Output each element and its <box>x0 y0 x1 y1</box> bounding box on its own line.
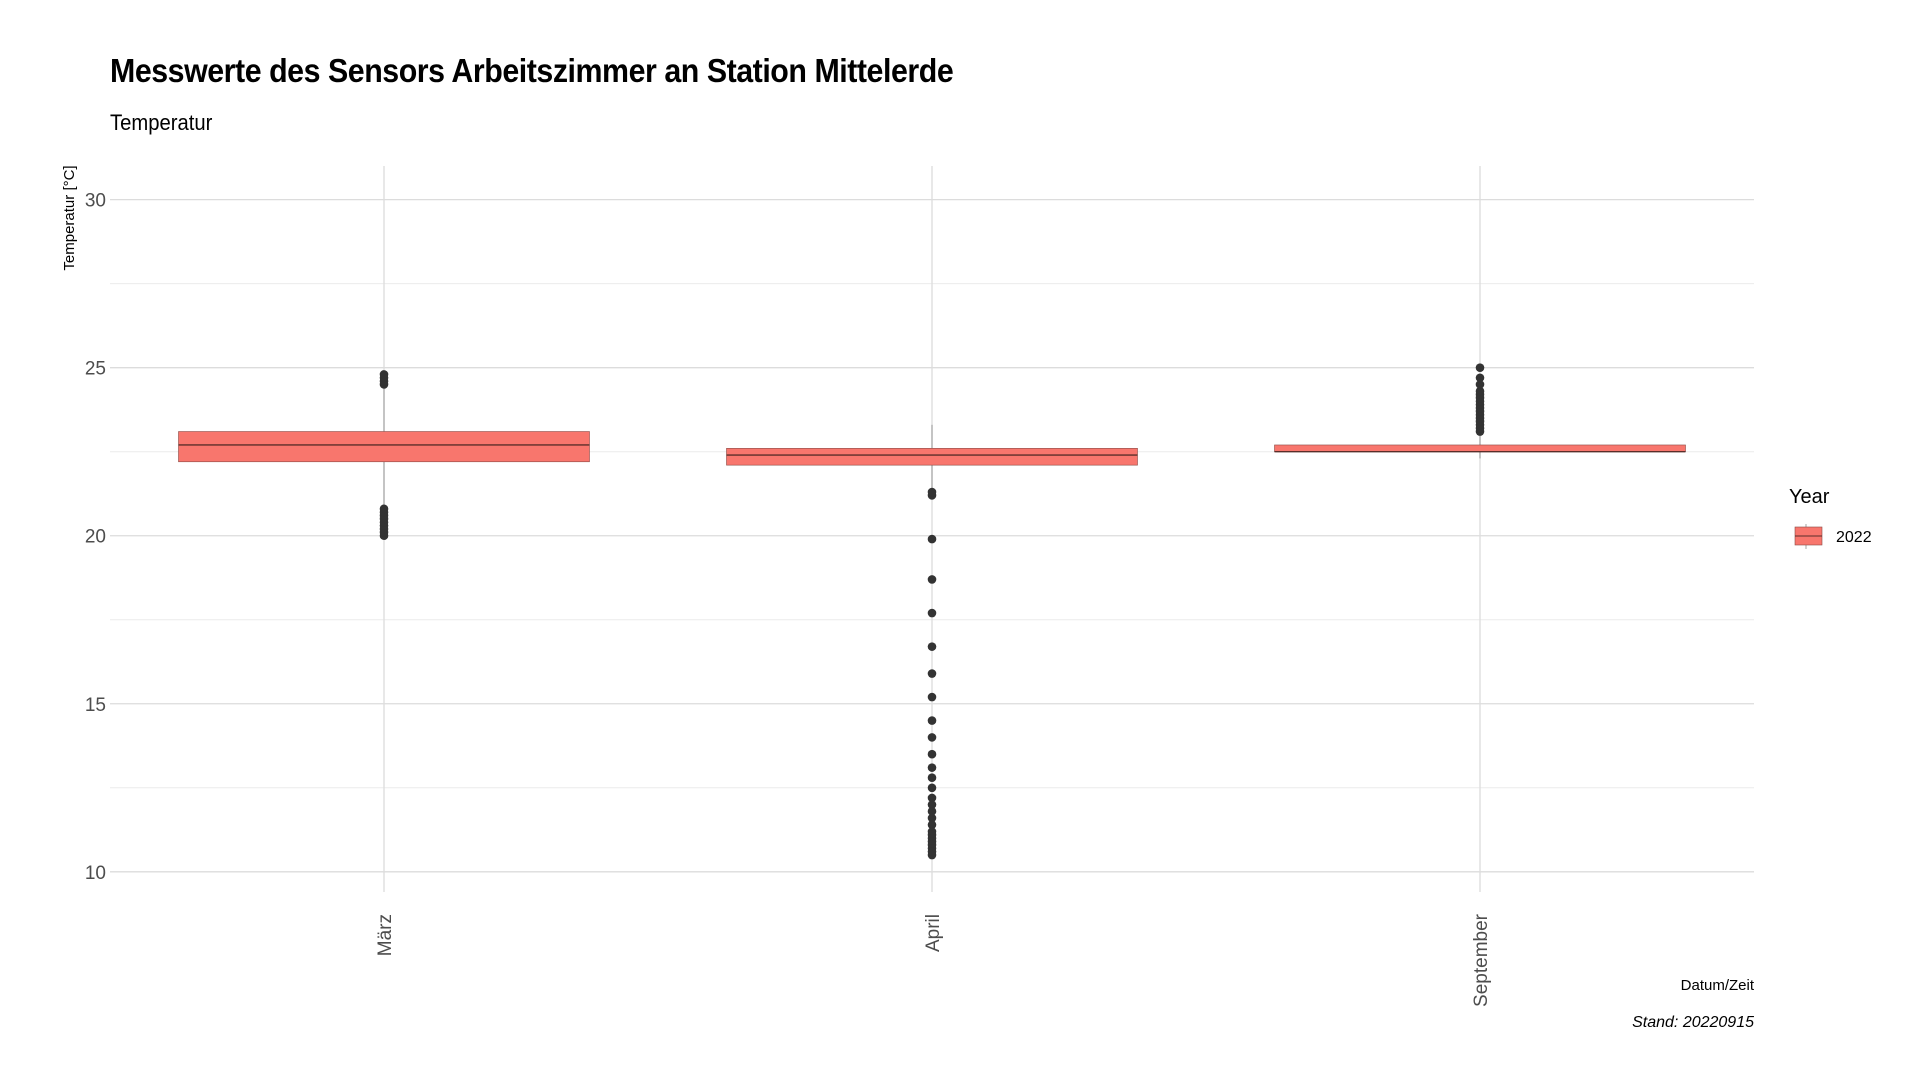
legend-label: 2022 <box>1836 529 1872 546</box>
outlier-point <box>1475 373 1485 383</box>
outlier-point <box>927 487 937 497</box>
legend-title: Year <box>1789 486 1830 508</box>
outlier-point <box>927 534 937 544</box>
x-tick-label: März <box>375 914 396 956</box>
outlier-point <box>927 608 937 618</box>
box-iqr <box>178 431 590 463</box>
outlier-point <box>927 749 937 759</box>
box-September <box>1274 363 1686 459</box>
outlier-point <box>927 850 937 860</box>
outlier-point <box>1475 363 1485 372</box>
y-tick-label: 15 <box>85 695 106 716</box>
x-axis-ticks: März April September <box>375 913 1492 1007</box>
y-tick-label: 30 <box>85 191 106 212</box>
outlier-point <box>927 733 937 742</box>
outlier-point <box>927 793 937 803</box>
y-tick-label: 10 <box>85 863 106 884</box>
y-tick-label: 20 <box>85 527 106 548</box>
box-iqr <box>1274 444 1686 452</box>
grid <box>110 166 1754 892</box>
outlier-point <box>927 763 937 772</box>
outlier-point <box>927 820 937 830</box>
boxes <box>178 363 1686 860</box>
outlier-point <box>927 692 937 702</box>
outlier-point <box>927 716 937 725</box>
y-axis-ticks: 10 15 20 25 30 <box>85 191 106 884</box>
y-tick-label: 25 <box>85 359 106 380</box>
caption: Stand: 20220915 <box>1632 1014 1754 1031</box>
outlier-point <box>927 783 937 793</box>
outlier-point <box>1475 380 1485 389</box>
box-iqr <box>726 448 1138 466</box>
outlier-point <box>927 800 937 809</box>
x-axis-title: Datum/Zeit <box>1681 977 1755 994</box>
outlier-point <box>927 669 937 678</box>
x-tick-label: April <box>923 914 944 952</box>
x-tick-label: September <box>1471 913 1492 1007</box>
legend-key <box>1794 524 1823 549</box>
outlier-point <box>927 807 937 816</box>
outlier-point <box>379 370 389 379</box>
chart-subtitle: Temperatur <box>110 110 213 135</box>
legend-entries: 2022 <box>1794 524 1872 549</box>
outlier-point <box>927 575 937 584</box>
outlier-point <box>927 642 937 651</box>
legend: Year 2022 <box>1789 486 1872 549</box>
outlier-point <box>379 504 389 514</box>
outlier-point <box>927 813 937 823</box>
box-März <box>178 370 590 541</box>
chart-title: Messwerte des Sensors Arbeitszimmer an S… <box>110 52 954 89</box>
outlier-point <box>927 773 937 783</box>
outlier-point <box>1475 386 1485 396</box>
box-April <box>726 424 1138 860</box>
y-axis-title: Temperatur [°C] <box>61 165 78 270</box>
